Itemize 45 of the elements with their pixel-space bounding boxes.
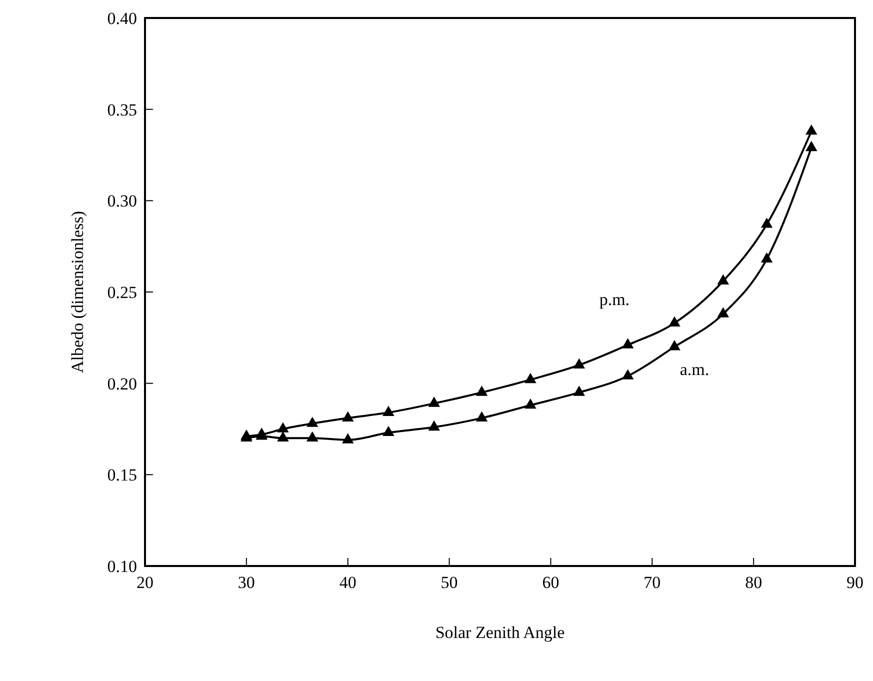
y-tick-label: 0.35	[107, 100, 137, 120]
point	[382, 426, 394, 436]
point	[668, 316, 680, 326]
point	[622, 338, 634, 348]
point	[524, 398, 536, 409]
point	[573, 358, 585, 368]
point	[382, 406, 394, 416]
point	[342, 411, 354, 422]
x-tick-label: 90	[846, 573, 864, 592]
point	[306, 431, 318, 442]
x-tick-label: 60	[542, 573, 560, 592]
y-tick-label: 0.40	[107, 9, 137, 28]
point	[476, 411, 488, 422]
x-tick-label: 40	[339, 573, 356, 592]
point	[277, 431, 289, 442]
point	[717, 274, 730, 284]
x-tick-label: 80	[745, 573, 762, 592]
point	[760, 218, 773, 228]
x-tick-label: 30	[238, 573, 255, 592]
point	[342, 433, 354, 444]
y-tick-label: 0.20	[107, 374, 137, 394]
series-label: a.m.	[680, 360, 710, 379]
point	[524, 372, 536, 384]
point	[668, 340, 680, 350]
point	[806, 140, 818, 152]
point	[760, 252, 773, 263]
point	[277, 422, 289, 432]
y-tick-label: 0.30	[107, 192, 137, 211]
y-tick-label: 0.10	[107, 557, 137, 576]
x-axis-title: Solar Zenith Angle	[435, 623, 565, 642]
point	[428, 396, 440, 407]
y-tick-label: 0.25	[107, 283, 137, 302]
point	[476, 386, 488, 396]
x-tick-label: 20	[136, 573, 154, 592]
point	[622, 369, 634, 380]
point	[573, 386, 585, 396]
y-axis-title: Albedo (dimensionless)	[68, 211, 87, 373]
y-tick-label: 0.15	[107, 466, 137, 485]
series-label: p.m.	[599, 290, 630, 310]
point	[806, 124, 818, 135]
x-tick-label: 70	[644, 573, 661, 592]
point	[717, 307, 730, 318]
point	[306, 416, 318, 427]
point	[428, 420, 440, 431]
x-tick-label: 50	[440, 573, 458, 592]
